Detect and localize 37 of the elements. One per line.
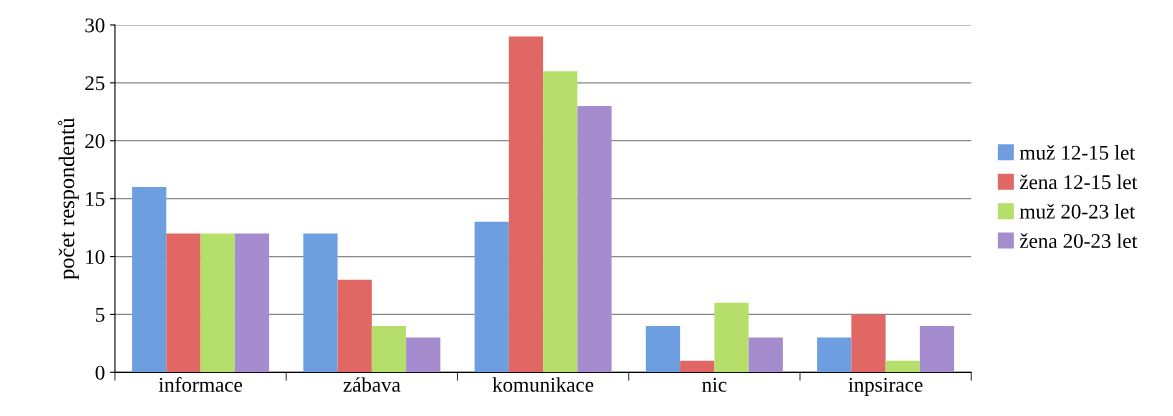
bar xyxy=(234,233,270,373)
x-tick-label: nic xyxy=(702,377,727,392)
y-tick-label: 5 xyxy=(96,308,105,322)
legend-label: žena 12-15 let xyxy=(1019,174,1138,190)
bar xyxy=(919,326,955,373)
bar xyxy=(132,187,167,373)
y-axis-title: počet respondentů xyxy=(58,117,79,280)
y-tick-label: 25 xyxy=(85,76,105,91)
legend-label: muž 12-15 let xyxy=(1019,145,1135,160)
bar xyxy=(748,337,783,373)
bar xyxy=(817,337,852,373)
y-tick-label: 20 xyxy=(85,134,105,149)
x-tick-label: zábava xyxy=(343,377,401,392)
bar xyxy=(543,71,578,373)
bar xyxy=(851,314,886,373)
legend-label: žena 20-23 let xyxy=(1019,233,1138,249)
bar xyxy=(714,302,749,373)
y-tick-label: 15 xyxy=(86,192,105,207)
bar xyxy=(166,233,201,373)
bar xyxy=(406,337,441,373)
bar xyxy=(645,326,681,373)
legend-label: muž 20-23 let xyxy=(1019,203,1135,219)
bar xyxy=(371,326,407,373)
bar xyxy=(508,36,544,373)
bar xyxy=(303,233,338,373)
bar xyxy=(474,221,509,373)
y-tick-label: 0 xyxy=(95,365,105,380)
bar xyxy=(577,106,612,373)
bar xyxy=(337,279,372,373)
bar xyxy=(680,360,715,373)
bar xyxy=(200,233,235,373)
bar xyxy=(885,360,920,373)
x-tick-label: informace xyxy=(158,376,243,392)
y-tick-label: 10 xyxy=(86,249,105,264)
y-tick-label: 30 xyxy=(85,18,105,33)
x-tick-label: inpsirace xyxy=(848,377,923,397)
x-tick-label: komunikace xyxy=(492,377,594,392)
